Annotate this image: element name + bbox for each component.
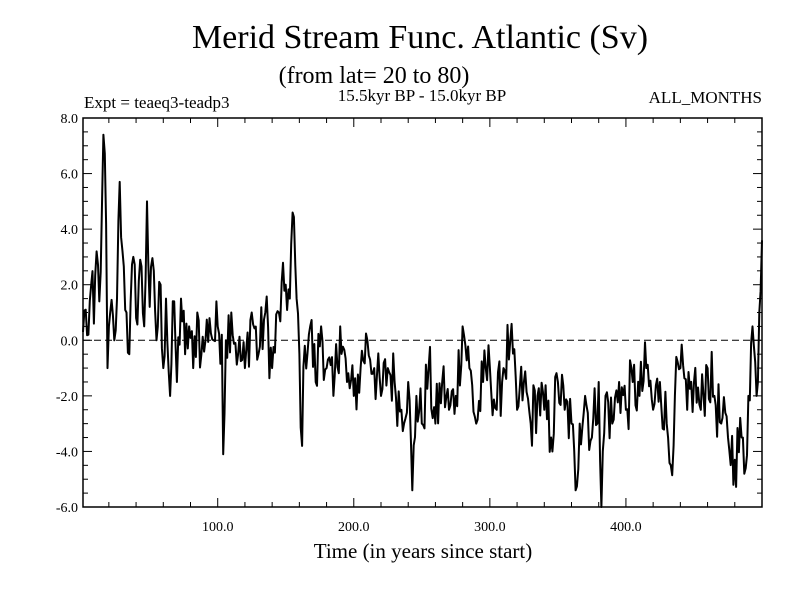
y-tick-label: 2.0 [61, 279, 79, 294]
y-tick-label: 4.0 [61, 223, 79, 238]
months-note: ALL_MONTHS [649, 88, 762, 107]
experiment-note: Expt = teaeq3-teadp3 [84, 93, 230, 112]
period-note: 15.5kyr BP - 15.0kyr BP [338, 86, 506, 105]
x-tick-label: 200.0 [338, 520, 370, 535]
plot-frame [82, 117, 763, 508]
y-tick-label: -4.0 [56, 445, 78, 460]
y-tick-label: -2.0 [56, 390, 78, 405]
x-tick-label: 400.0 [610, 520, 642, 535]
y-tick-label: 6.0 [61, 168, 79, 183]
y-tick-label: 8.0 [61, 112, 79, 127]
x-tick-label: 300.0 [474, 520, 506, 535]
y-tick-label: -6.0 [56, 501, 78, 516]
axis-ticks: -6.0 -4.0 -2.0 0.0 2.0 4.0 6.0 8.0 100.0 200.0 300… [56, 112, 762, 535]
chart-subtitle: (from lat= 20 to 80) [279, 63, 470, 89]
chart-title: Merid Stream Func. Atlantic (Sv) [192, 19, 648, 56]
x-tick-label: 100.0 [202, 520, 234, 535]
y-tick-label: 0.0 [61, 334, 79, 349]
x-axis-label: Time (in years since start) [314, 539, 533, 563]
series-line [82, 133, 763, 508]
